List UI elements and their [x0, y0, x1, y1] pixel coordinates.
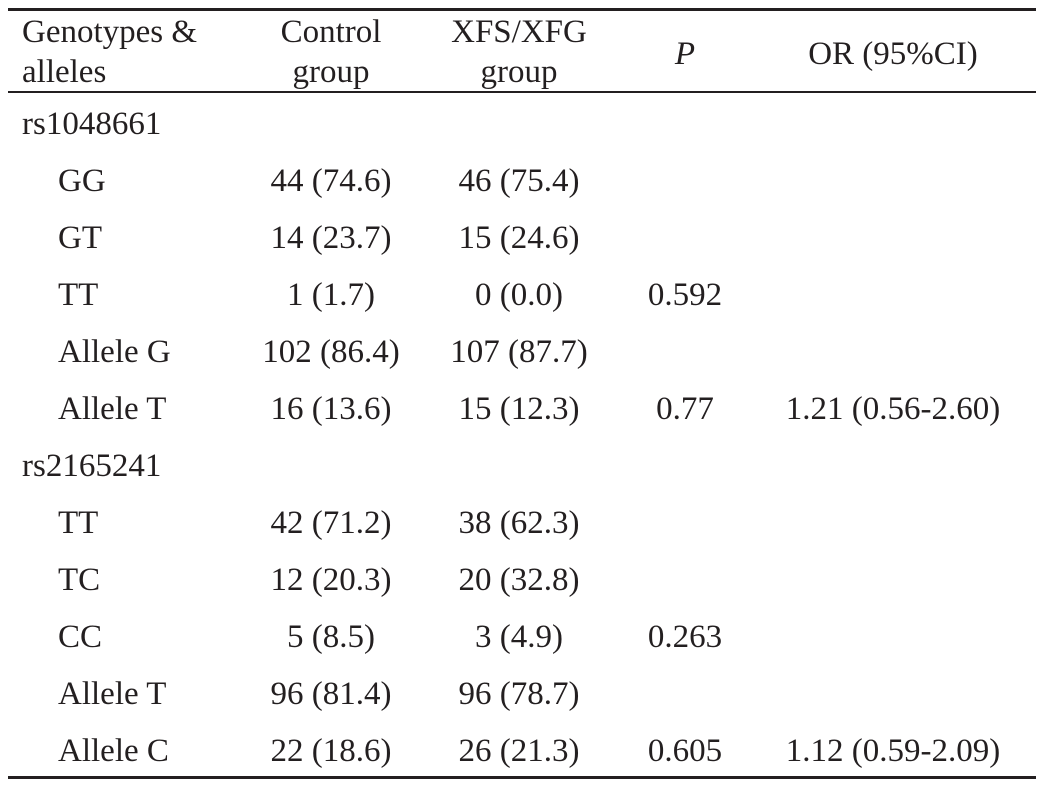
table-bottom-rule	[8, 776, 1036, 779]
table-row: Allele T 16 (13.6) 15 (12.3) 0.77 1.21 (…	[8, 381, 1036, 438]
cell-xfs: 15 (24.6)	[458, 220, 580, 256]
cell-p: 0.263	[647, 619, 723, 655]
cell-xfs: 3 (4.9)	[475, 619, 563, 655]
cell-xfs: 20 (32.8)	[458, 562, 580, 598]
header-genotypes-line1: Genotypes &	[22, 14, 198, 50]
cell-control: 1 (1.7)	[287, 277, 375, 313]
table-row: TC 12 (20.3) 20 (32.8)	[8, 552, 1036, 609]
cell-xfs: 38 (62.3)	[458, 505, 580, 541]
cell-label: rs1048661	[22, 106, 162, 142]
cell-control: 96 (81.4)	[270, 676, 392, 712]
table-row-rs1048661: rs1048661	[8, 96, 1036, 153]
table-row: Allele G 102 (86.4) 107 (87.7)	[8, 324, 1036, 381]
cell-xfs: 96 (78.7)	[458, 676, 580, 712]
header-control-line1: Control	[280, 14, 382, 50]
header-control-line2: group	[292, 54, 370, 90]
cell-control: 22 (18.6)	[270, 733, 392, 769]
table-header-rule	[8, 91, 1036, 93]
cell-p: 0.605	[647, 733, 723, 769]
cell-xfs: 46 (75.4)	[458, 163, 580, 199]
cell-xfs: 107 (87.7)	[450, 334, 588, 370]
cell-label: Allele T	[58, 676, 167, 712]
header-control-group: Control group	[238, 12, 424, 90]
table-row: GT 14 (23.7) 15 (24.6)	[8, 210, 1036, 267]
table-row: TT 42 (71.2) 38 (62.3)	[8, 495, 1036, 552]
header-genotypes-alleles: Genotypes & alleles	[22, 12, 252, 90]
header-xfs-line2: group	[480, 54, 558, 90]
cell-xfs: 0 (0.0)	[475, 277, 563, 313]
table-top-rule	[8, 8, 1036, 11]
table-row: CC 5 (8.5) 3 (4.9) 0.263	[8, 609, 1036, 666]
cell-p: 0.592	[647, 277, 723, 313]
cell-label: Allele C	[58, 733, 169, 769]
cell-xfs: 26 (21.3)	[458, 733, 580, 769]
cell-control: 16 (13.6)	[270, 391, 392, 427]
cell-label: Allele G	[58, 334, 171, 370]
cell-control: 102 (86.4)	[262, 334, 400, 370]
cell-xfs: 15 (12.3)	[458, 391, 580, 427]
table-row-rs2165241: rs2165241	[8, 438, 1036, 495]
cell-p: 0.77	[656, 391, 714, 427]
cell-control: 42 (71.2)	[270, 505, 392, 541]
cell-or: 1.12 (0.59-2.09)	[785, 733, 1001, 769]
table-row: Allele T 96 (81.4) 96 (78.7)	[8, 666, 1036, 723]
cell-label: TT	[58, 277, 99, 313]
cell-label: GT	[58, 220, 102, 256]
header-xfs-xfg-group: XFS/XFG group	[426, 12, 612, 90]
cell-control: 14 (23.7)	[270, 220, 392, 256]
header-odds-ratio: OR (95%CI)	[808, 36, 978, 72]
table-row: GG 44 (74.6) 46 (75.4)	[8, 153, 1036, 210]
cell-control: 12 (20.3)	[270, 562, 392, 598]
cell-label: Allele T	[58, 391, 167, 427]
cell-label: GG	[58, 163, 106, 199]
cell-control: 5 (8.5)	[287, 619, 375, 655]
cell-label: TT	[58, 505, 99, 541]
cell-label: rs2165241	[22, 448, 162, 484]
header-p-value: P	[674, 36, 696, 72]
cell-label: CC	[58, 619, 103, 655]
table-row: TT 1 (1.7) 0 (0.0) 0.592	[8, 267, 1036, 324]
header-xfs-line1: XFS/XFG	[451, 14, 587, 50]
cell-control: 44 (74.6)	[270, 163, 392, 199]
cell-label: TC	[58, 562, 101, 598]
header-genotypes-line2: alleles	[22, 54, 107, 90]
table-row: Allele C 22 (18.6) 26 (21.3) 0.605 1.12 …	[8, 723, 1036, 780]
cell-or: 1.21 (0.56-2.60)	[785, 391, 1001, 427]
